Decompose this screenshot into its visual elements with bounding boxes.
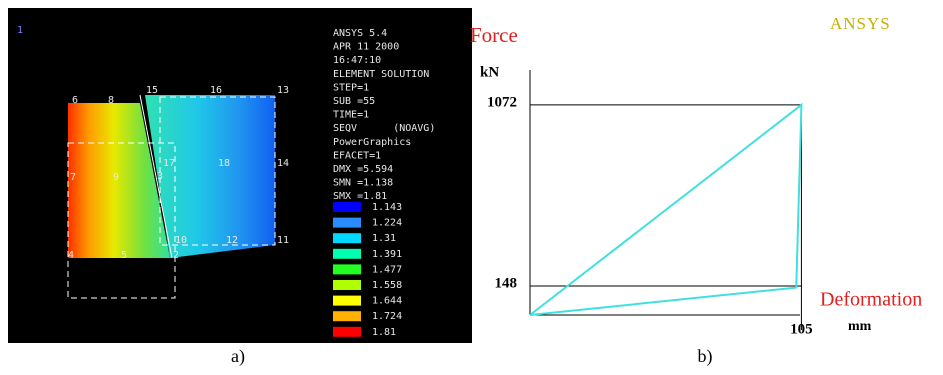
legend-swatch xyxy=(333,202,361,212)
node-label: 12 xyxy=(226,235,238,246)
node-label: 3 xyxy=(157,171,163,182)
legend-value: 1.143 xyxy=(372,202,402,213)
info-line: STEP=1 xyxy=(333,82,369,93)
info-line: ELEMENT SOLUTION xyxy=(333,69,429,80)
legend-swatch xyxy=(333,233,361,243)
node-label: 11 xyxy=(277,235,289,246)
x-label: Deformation xyxy=(820,289,922,311)
legend-swatch xyxy=(333,327,361,337)
x-tick-label: 105 xyxy=(790,321,813,337)
info-line: DMX =5.594 xyxy=(333,164,393,175)
node-label: 17 xyxy=(163,158,175,169)
info-line: ANSYS 5.4 xyxy=(333,28,387,39)
legend-value: 1.558 xyxy=(372,280,402,291)
info-line: PowerGraphics xyxy=(333,137,411,148)
node-label: 6 xyxy=(72,95,78,106)
info-line: EFACET=1 xyxy=(333,150,381,161)
legend-value: 1.391 xyxy=(372,249,402,260)
node-label: 8 xyxy=(108,95,114,106)
info-line: SMX =1.81 xyxy=(333,191,387,202)
node-label: 10 xyxy=(175,235,187,246)
window-number: 1 xyxy=(17,25,23,36)
data-line xyxy=(530,105,801,315)
legend-value: 1.224 xyxy=(372,218,402,229)
y-tick-label: 1072 xyxy=(487,94,517,110)
legend-swatch xyxy=(333,311,361,321)
node-label: 15 xyxy=(146,85,158,96)
node-label: 7 xyxy=(70,172,76,183)
info-line: SEQV (NOAVG) xyxy=(333,123,435,134)
node-label: 5 xyxy=(121,250,127,261)
legend-value: 1.724 xyxy=(372,311,402,322)
legend-swatch xyxy=(333,280,361,290)
legend-value: 1.644 xyxy=(372,296,402,307)
y-unit: kN xyxy=(480,64,499,80)
legend-swatch xyxy=(333,264,361,274)
caption: a) xyxy=(231,346,245,367)
x-unit: mm xyxy=(848,319,872,334)
y-tick-label: 148 xyxy=(495,275,518,291)
node-label: 14 xyxy=(277,158,289,169)
legend-swatch xyxy=(333,249,361,259)
legend-value: 1.477 xyxy=(372,264,402,275)
legend-swatch xyxy=(333,218,361,228)
info-line: TIME=1 xyxy=(333,110,369,121)
info-line: SUB =55 xyxy=(333,96,375,107)
info-line: APR 11 2000 xyxy=(333,42,399,53)
panel-b: 148 1072 105 Force kN Deformation mm ANSYS b) xyxy=(470,14,922,367)
node-label: 18 xyxy=(218,158,230,169)
node-label: 16 xyxy=(210,85,222,96)
page: 1 ANSYS 5.4 APR 11 2000 16:47:10 ELEMENT SOL… xyxy=(0,0,943,370)
node-label: 9 xyxy=(113,172,119,183)
y-label: Force xyxy=(470,23,518,47)
node-label: 2 xyxy=(173,250,179,261)
legend-value: 1.81 xyxy=(372,327,396,338)
info-line: SMN =1.138 xyxy=(333,178,393,189)
legend-value: 1.31 xyxy=(372,233,396,244)
legend-swatch xyxy=(333,296,361,306)
info-line: 16:47:10 xyxy=(333,55,381,66)
caption: b) xyxy=(698,346,713,367)
node-label: 13 xyxy=(277,85,289,96)
node-label: 4 xyxy=(68,250,74,261)
logo: ANSYS xyxy=(830,14,891,33)
